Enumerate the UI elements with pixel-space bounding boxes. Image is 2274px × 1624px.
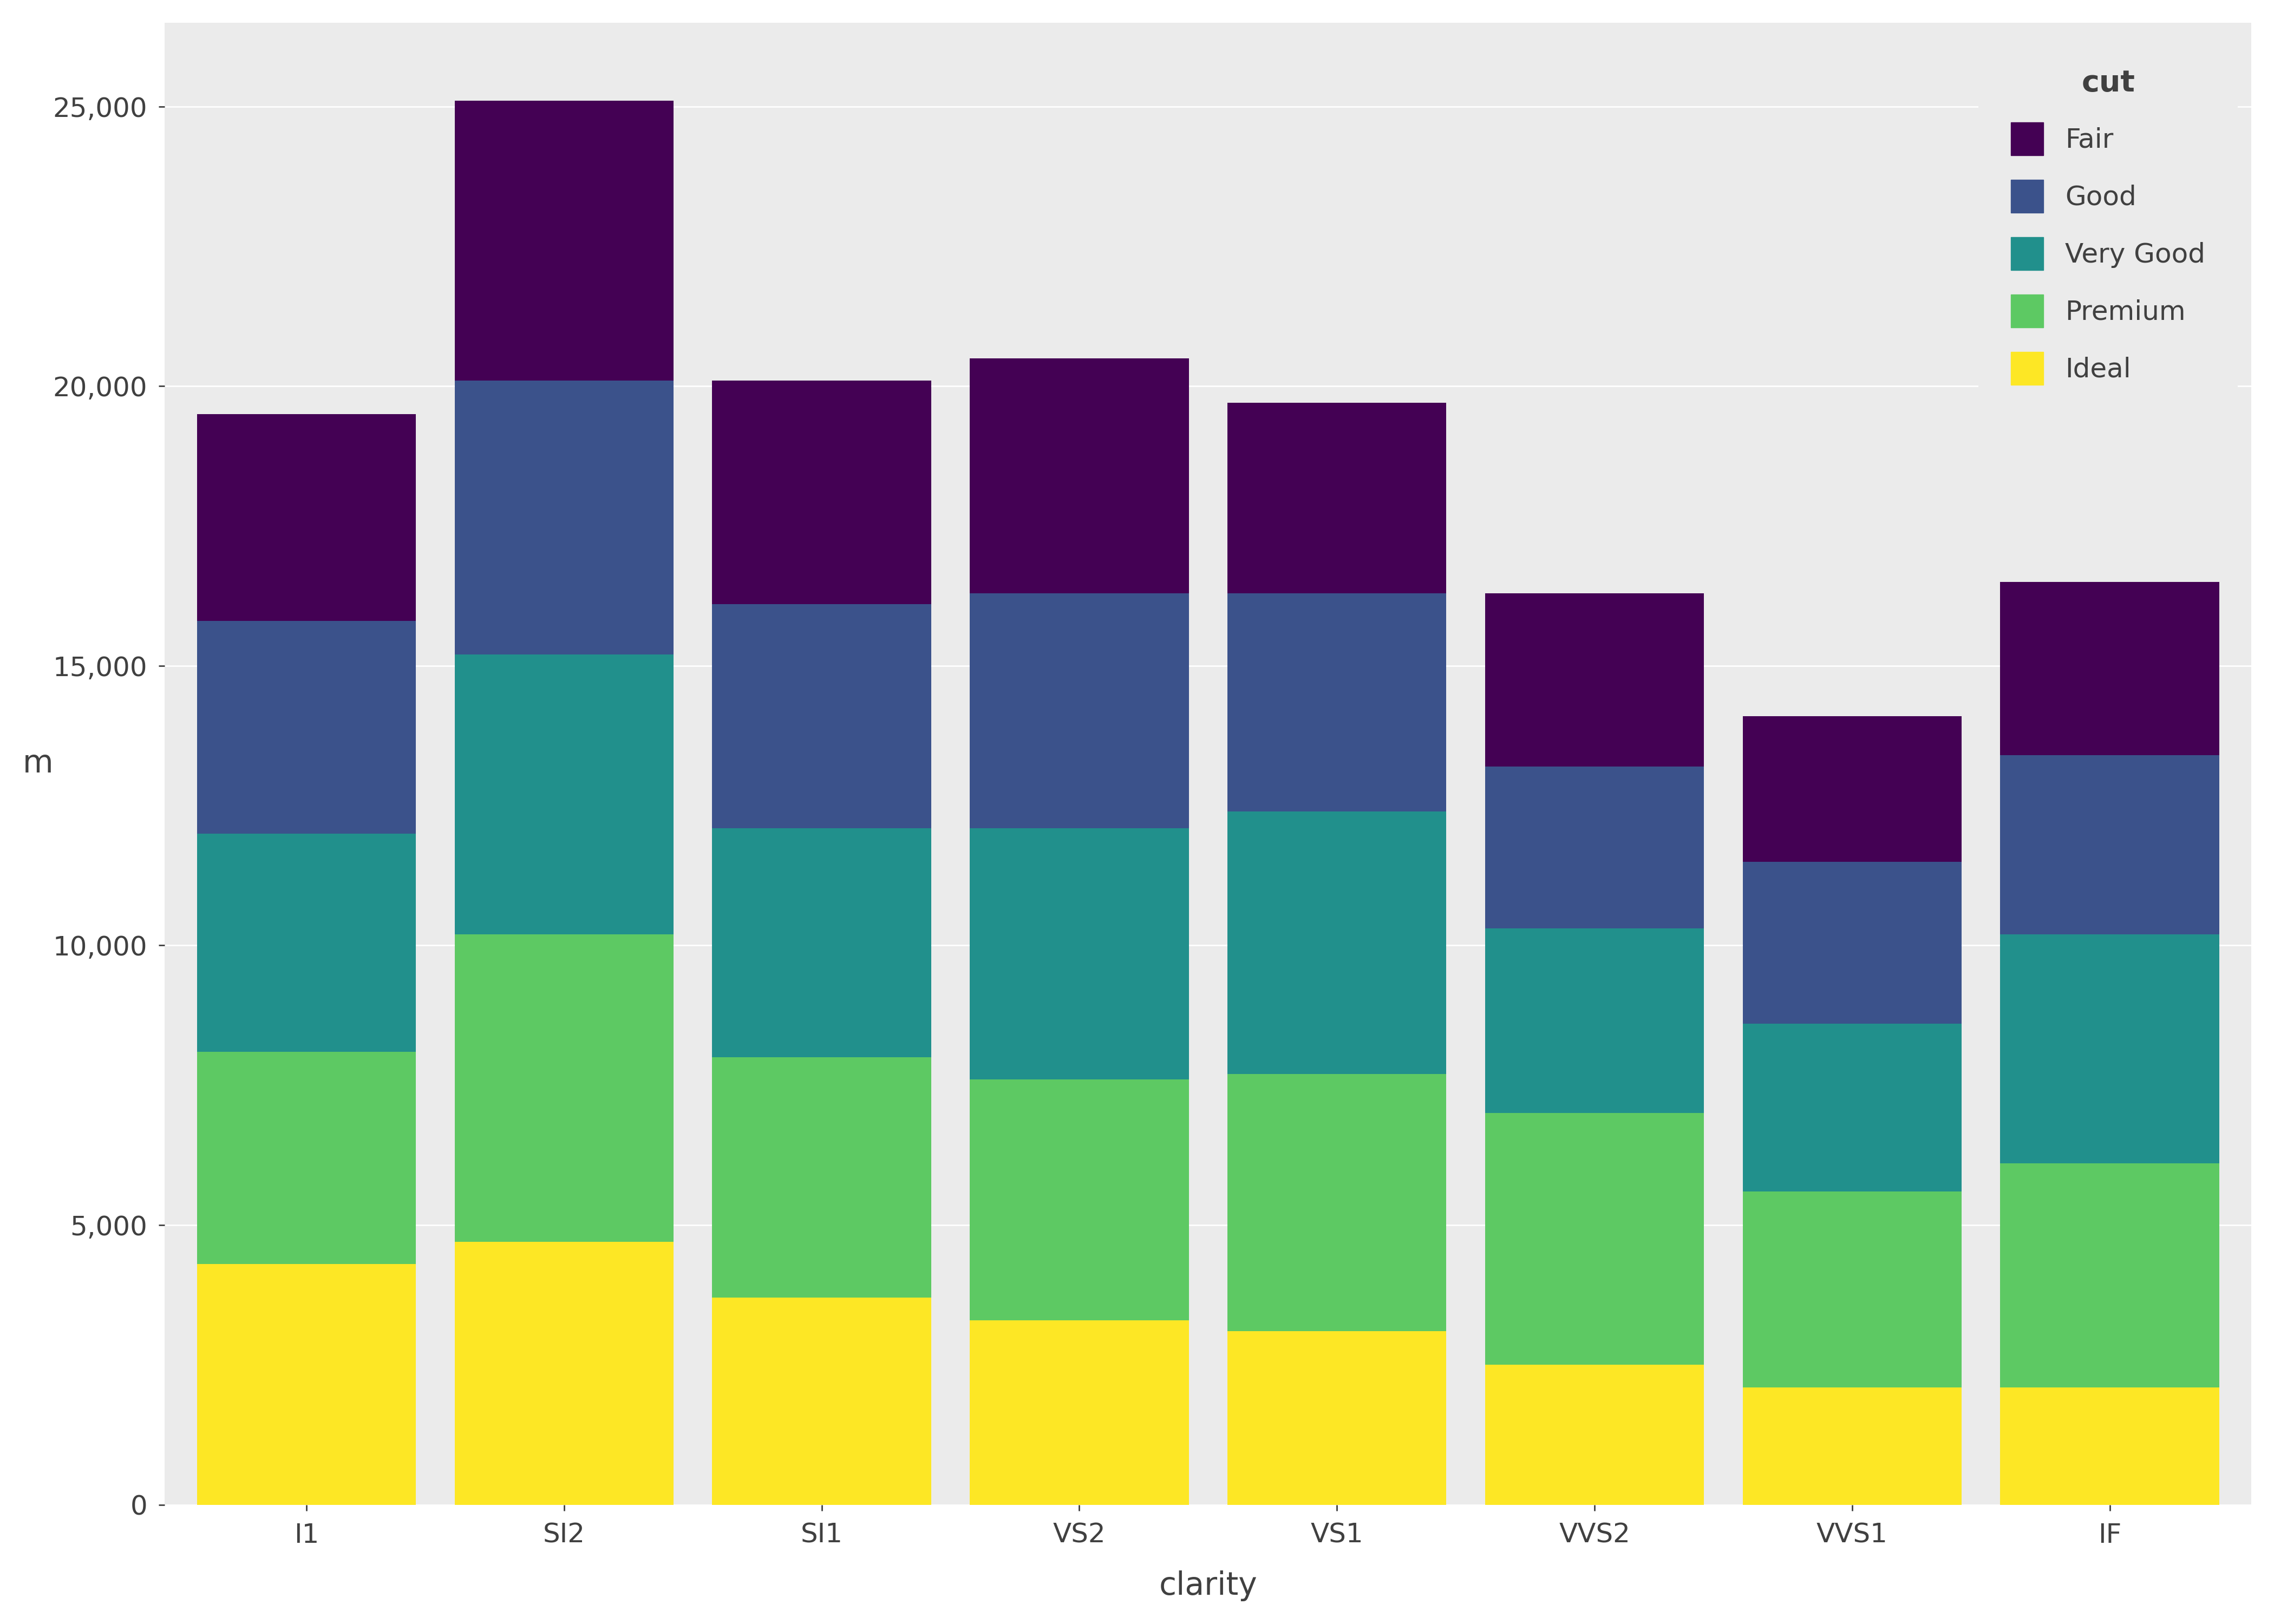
- Bar: [2001, 755, 2219, 934]
- Bar: [712, 1057, 930, 1298]
- Bar: [1742, 862, 1962, 1023]
- Bar: [1228, 403, 1446, 593]
- Bar: [1742, 1387, 1962, 1505]
- Bar: [198, 1052, 416, 1263]
- Bar: [198, 1263, 416, 1505]
- Bar: [712, 828, 930, 1057]
- Bar: [455, 654, 673, 934]
- Bar: [1485, 1112, 1703, 1364]
- Bar: [1228, 1332, 1446, 1505]
- Bar: [969, 1080, 1189, 1320]
- Bar: [712, 380, 930, 604]
- Y-axis label: m: m: [23, 749, 52, 780]
- Bar: [1228, 812, 1446, 1073]
- Bar: [1485, 929, 1703, 1112]
- Bar: [1228, 593, 1446, 812]
- Bar: [1742, 716, 1962, 862]
- Legend: Fair, Good, Very Good, Premium, Ideal: Fair, Good, Very Good, Premium, Ideal: [1978, 36, 2238, 417]
- Bar: [1742, 1192, 1962, 1387]
- Bar: [1742, 1023, 1962, 1192]
- X-axis label: clarity: clarity: [1160, 1570, 1258, 1601]
- Bar: [2001, 581, 2219, 755]
- Bar: [969, 1320, 1189, 1505]
- Bar: [969, 359, 1189, 593]
- Bar: [712, 1298, 930, 1505]
- Bar: [455, 1242, 673, 1505]
- Bar: [1485, 593, 1703, 767]
- Bar: [969, 828, 1189, 1080]
- Bar: [198, 414, 416, 620]
- Bar: [1228, 1073, 1446, 1332]
- Bar: [198, 620, 416, 833]
- Bar: [198, 833, 416, 1052]
- Bar: [2001, 1387, 2219, 1505]
- Bar: [1485, 767, 1703, 929]
- Bar: [2001, 934, 2219, 1163]
- Bar: [712, 604, 930, 828]
- Bar: [2001, 1163, 2219, 1387]
- Bar: [455, 101, 673, 380]
- Bar: [455, 380, 673, 654]
- Bar: [1485, 1364, 1703, 1505]
- Bar: [455, 934, 673, 1242]
- Bar: [969, 593, 1189, 828]
